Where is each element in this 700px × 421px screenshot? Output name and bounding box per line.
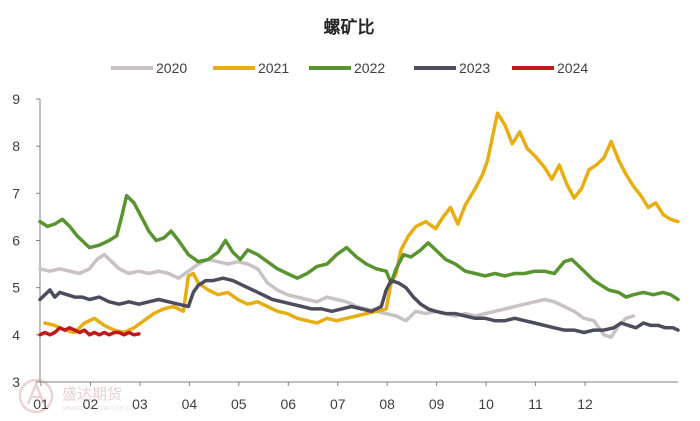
watermark-sub: SHENGDA FUTURES CO.,LTD bbox=[62, 406, 137, 412]
y-tick-label: 6 bbox=[12, 233, 20, 249]
y-tick-label: 8 bbox=[12, 138, 20, 154]
x-tick-label: 05 bbox=[231, 396, 247, 412]
x-tick-label: 02 bbox=[83, 396, 99, 412]
x-tick-label: 10 bbox=[478, 396, 494, 412]
chart-title: 螺矿比 bbox=[324, 17, 375, 38]
watermark-emblem bbox=[18, 378, 54, 414]
y-tick-label: 5 bbox=[12, 280, 20, 296]
x-tick-label: 09 bbox=[429, 396, 445, 412]
series-line-2024 bbox=[38, 326, 141, 337]
legend-label: 2021 bbox=[258, 60, 289, 76]
y-tick-label: 9 bbox=[12, 91, 20, 107]
y-tick-label: 7 bbox=[12, 185, 20, 201]
watermark-brand: 盛达期货 bbox=[62, 385, 122, 403]
series-line-2023 bbox=[38, 276, 680, 335]
series-line-2021 bbox=[43, 111, 680, 335]
x-tick-label: 03 bbox=[132, 396, 148, 412]
y-tick-label: 3 bbox=[12, 374, 20, 390]
watermark-logo: 盛达期货 SHENGDA FUTURES CO.,LTD bbox=[18, 378, 137, 414]
x-tick-label: 04 bbox=[182, 396, 198, 412]
legend-label: 2022 bbox=[354, 60, 385, 76]
legend: 2020 2021 2022 2023 2024 bbox=[111, 60, 588, 76]
x-tick-label: 07 bbox=[330, 396, 346, 412]
legend-label: 2020 bbox=[156, 60, 187, 76]
x-tick-label: 11 bbox=[528, 396, 543, 412]
x-tick-label: 12 bbox=[577, 396, 593, 412]
series-line-2022 bbox=[38, 193, 680, 302]
y-tick-label: 4 bbox=[12, 327, 20, 343]
watermark-emblem-mark bbox=[26, 380, 46, 405]
legend-label: 2023 bbox=[459, 60, 490, 76]
x-tick-label: 06 bbox=[280, 396, 296, 412]
legend-label: 2024 bbox=[557, 60, 588, 76]
x-tick-label: 08 bbox=[379, 396, 395, 412]
axes: 3 4 5 6 7 8 9 01 02 03 04 05 06 07 08 09 10 11 12 bbox=[12, 91, 678, 412]
x-tick-label: 01 bbox=[33, 396, 49, 412]
series-line-2020 bbox=[38, 252, 636, 339]
series-group bbox=[38, 111, 680, 339]
